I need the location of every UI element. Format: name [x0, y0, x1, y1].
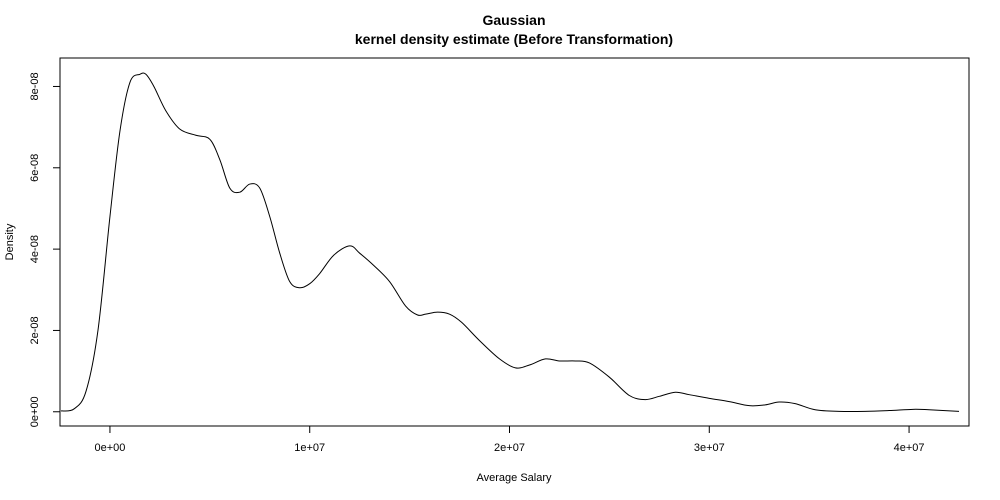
y-tick-label: 6e-08: [29, 154, 41, 182]
chart-subtitle: kernel density estimate (Before Transfor…: [355, 31, 673, 47]
y-axis: 0e+00 2e-08 4e-08 6e-08 8e-08: [29, 72, 61, 427]
x-tick-label: 4e+07: [894, 442, 925, 454]
y-axis-label: Density: [4, 223, 16, 260]
x-axis-label: Average Salary: [476, 472, 552, 484]
y-tick-label: 0e+00: [29, 396, 41, 427]
x-tick-label: 1e+07: [294, 442, 325, 454]
y-tick-label: 4e-08: [29, 235, 41, 263]
x-tick-label: 3e+07: [694, 442, 725, 454]
y-tick-label: 8e-08: [29, 72, 41, 100]
x-tick-label: 0e+00: [94, 442, 125, 454]
plot-frame: [59, 57, 970, 427]
density-curve: [60, 72, 960, 413]
chart-title: Gaussian: [482, 12, 545, 28]
x-tick-label: 2e+07: [494, 442, 525, 454]
y-tick-label: 2e-08: [29, 316, 41, 344]
x-axis: 0e+00 1e+07 2e+07 3e+07 4e+07: [94, 425, 925, 454]
